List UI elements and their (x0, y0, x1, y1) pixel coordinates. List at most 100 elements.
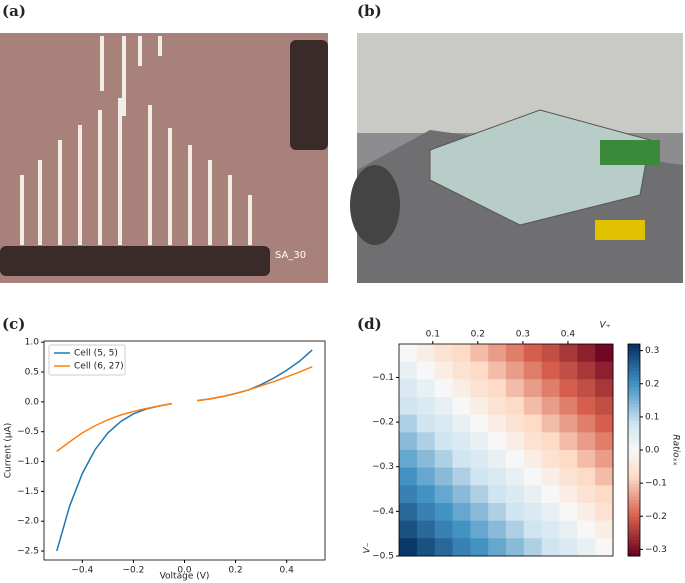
heat-cell (452, 361, 471, 380)
colorbar-step (628, 532, 640, 537)
colorbar-step (628, 423, 640, 428)
colorbar-tick-label: 0.3 (645, 346, 659, 356)
heat-cell (470, 414, 489, 433)
y-axis-label: V₋ (363, 542, 373, 553)
heat-cell (434, 361, 453, 380)
heat-cell (470, 538, 489, 557)
colorbar-tick-label: −0.3 (645, 545, 667, 555)
colorbar-step (628, 473, 640, 477)
heat-cell (488, 503, 507, 522)
colorbar-tick-label: 0.1 (645, 412, 659, 422)
heat-cell (506, 397, 525, 416)
colorbar-step (628, 387, 640, 391)
series-line (56, 349, 313, 552)
heat-cell (541, 485, 560, 504)
x-tick-label: 0.0 (177, 566, 192, 576)
heat-cell (434, 520, 453, 539)
colorbar-step (628, 453, 640, 458)
heat-cell (559, 485, 578, 504)
colorbar-step (628, 450, 640, 454)
colorbar-tick-label: −0.2 (645, 512, 667, 522)
heat-cell (506, 503, 525, 522)
heat-cell (416, 361, 436, 380)
colorbar-step (628, 347, 640, 352)
heat-cell (452, 485, 471, 504)
heat-cell (541, 538, 560, 557)
heat-cell (523, 344, 543, 363)
heat-cell (559, 361, 578, 380)
heat-cell (577, 344, 596, 363)
colorbar-step (628, 526, 640, 530)
x-tick-label: −0.4 (71, 566, 93, 576)
y-tick-label: −1.0 (17, 457, 39, 467)
colorbar-step (628, 397, 640, 401)
heat-cell (577, 379, 596, 398)
colorbar-step (628, 522, 640, 527)
heat-cell (523, 397, 543, 416)
heat-cell (523, 538, 543, 557)
heat-cell (506, 361, 525, 380)
y-tick-label: −2.0 (17, 517, 39, 527)
y-axis-label: Current (μA) (4, 423, 14, 479)
colorbar-step (628, 357, 640, 362)
heat-cell (559, 467, 578, 486)
y-tick-label: 1.0 (25, 338, 40, 348)
heat-cell (559, 344, 578, 363)
x-tick-label: 0.2 (228, 566, 242, 576)
colorbar-step (628, 486, 640, 491)
heat-cell (434, 344, 453, 363)
colorbar-step (628, 446, 640, 451)
heat-cell (434, 397, 453, 416)
y-tick-label: −0.2 (372, 418, 394, 428)
panel-label: (c) (2, 315, 25, 333)
heat-cell (506, 432, 525, 451)
heat-cell (488, 414, 507, 433)
colorbar-step (628, 436, 640, 441)
colorbar-step (628, 542, 640, 547)
heat-cell (541, 520, 560, 539)
heat-cell (452, 520, 471, 539)
colorbar-step (628, 344, 640, 348)
heat-cell (577, 414, 596, 433)
heat-cell (559, 538, 578, 557)
colorbar-step (628, 360, 640, 365)
panel-label: (a) (2, 2, 26, 20)
x-tick-label: 0.3 (516, 330, 530, 340)
heat-cell (416, 432, 436, 451)
heat-cell (470, 520, 489, 539)
heat-cell (434, 467, 453, 486)
colorbar-step (628, 353, 640, 358)
legend-label: Cell (6, 27) (74, 362, 124, 372)
y-tick-label: 0.5 (25, 368, 39, 378)
colorbar-step (628, 459, 640, 464)
heat-cell (399, 503, 418, 522)
colorbar-step (628, 400, 640, 405)
heat-cell (488, 450, 507, 469)
colorbar-step (628, 433, 640, 438)
heat-cell (506, 344, 525, 363)
colorbar-step (628, 476, 640, 481)
colorbar-step (628, 503, 640, 507)
heat-cell (452, 344, 471, 363)
y-tick-label: −0.5 (372, 552, 394, 562)
heat-cell (470, 450, 489, 469)
heat-cell (399, 432, 418, 451)
series-line (56, 365, 313, 452)
heat-cell (595, 467, 614, 486)
colorbar-step (628, 420, 640, 424)
panel-label: (b) (357, 2, 382, 20)
heat-cell (541, 397, 560, 416)
heat-cell (541, 361, 560, 380)
heat-cell (452, 450, 471, 469)
y-tick-label: 0.0 (25, 397, 40, 407)
colorbar-step (628, 529, 640, 534)
heat-cell (595, 397, 614, 416)
heat-cell (470, 397, 489, 416)
heat-cell (559, 397, 578, 416)
heat-cell (452, 538, 471, 557)
colorbar-step (628, 516, 640, 521)
heat-cell (416, 503, 436, 522)
heat-cell (452, 432, 471, 451)
heat-cell (488, 397, 507, 416)
heat-cell (470, 379, 489, 398)
